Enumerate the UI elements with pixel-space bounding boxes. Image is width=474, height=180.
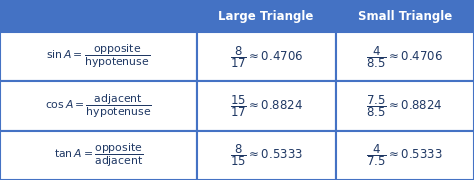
Bar [0,0,197,32]
Bar [336,32,474,81]
Bar [0,32,197,81]
Bar [197,81,336,131]
Text: $\dfrac{8}{17} \approx 0.4706$: $\dfrac{8}{17} \approx 0.4706$ [229,44,303,69]
Text: $\dfrac{4}{7.5} \approx 0.5333$: $\dfrac{4}{7.5} \approx 0.5333$ [366,143,443,168]
Text: $\dfrac{15}{17} \approx 0.8824$: $\dfrac{15}{17} \approx 0.8824$ [230,93,302,119]
Bar [0,81,197,131]
Text: $\tan A = \dfrac{\mathrm{opposite}}{\mathrm{adjacent}}$: $\tan A = \dfrac{\mathrm{opposite}}{\mat… [54,142,143,169]
Text: Small Triangle: Small Triangle [358,10,452,22]
Bar [336,81,474,131]
Bar [336,0,474,32]
Text: $\cos A = \dfrac{\mathrm{adjacent}}{\mathrm{hypotenuse}}$: $\cos A = \dfrac{\mathrm{adjacent}}{\mat… [45,92,152,120]
Bar [197,131,336,180]
Bar [197,32,336,81]
Text: Large Triangle: Large Triangle [219,10,314,22]
Bar [197,0,336,32]
Bar [0,131,197,180]
Text: $\sin A = \dfrac{\mathrm{opposite}}{\mathrm{hypotenuse}}$: $\sin A = \dfrac{\mathrm{opposite}}{\mat… [46,43,150,70]
Text: $\dfrac{7.5}{8.5} \approx 0.8824$: $\dfrac{7.5}{8.5} \approx 0.8824$ [366,93,443,119]
Text: $\dfrac{8}{15} \approx 0.5333$: $\dfrac{8}{15} \approx 0.5333$ [230,143,302,168]
Bar [336,131,474,180]
Text: $\dfrac{4}{8.5} \approx 0.4706$: $\dfrac{4}{8.5} \approx 0.4706$ [366,44,443,69]
